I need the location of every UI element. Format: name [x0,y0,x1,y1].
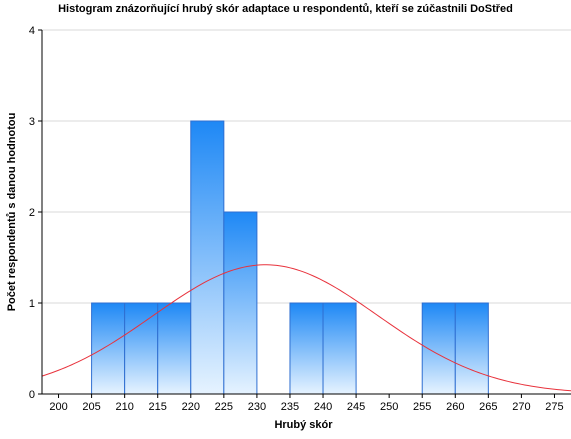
x-tick-label: 205 [82,401,100,413]
x-axis-label: Hrubý skór [274,419,333,431]
x-tick-label: 225 [215,401,233,413]
histogram-bar [289,302,324,395]
x-tick-label: 240 [314,401,332,413]
x-tick-label: 200 [49,401,67,413]
histogram-bar [91,302,126,395]
x-tick-label: 210 [115,401,133,413]
y-tick-label: 1 [29,298,35,310]
chart-title: Histogram znázorňující hrubý skór adapta… [58,3,513,15]
x-tick-label: 265 [479,401,497,413]
y-axis-label: Počet respondentů s danou hodnotou [6,113,18,312]
histogram-bar [223,211,258,395]
x-tick-label: 260 [446,401,464,413]
x-tick-label: 275 [545,401,563,413]
x-tick-label: 250 [380,401,398,413]
y-tick-label: 3 [29,116,35,128]
x-tick-label: 215 [149,401,167,413]
histogram-bar [157,302,192,395]
normal-curve-line [41,264,571,392]
histogram-bar [322,302,357,395]
x-tick-label: 230 [248,401,266,413]
histogram-bar [454,302,489,395]
histogram-bar [124,302,159,395]
x-tick-label: 235 [281,401,299,413]
x-tick-label: 255 [413,401,431,413]
y-tick-label: 4 [29,25,35,37]
y-tick-label: 2 [29,207,35,219]
x-tick-label: 270 [512,401,530,413]
x-tick-label: 220 [182,401,200,413]
histogram-bar [190,120,225,395]
x-tick-label: 245 [347,401,365,413]
y-tick-label: 0 [29,389,35,401]
